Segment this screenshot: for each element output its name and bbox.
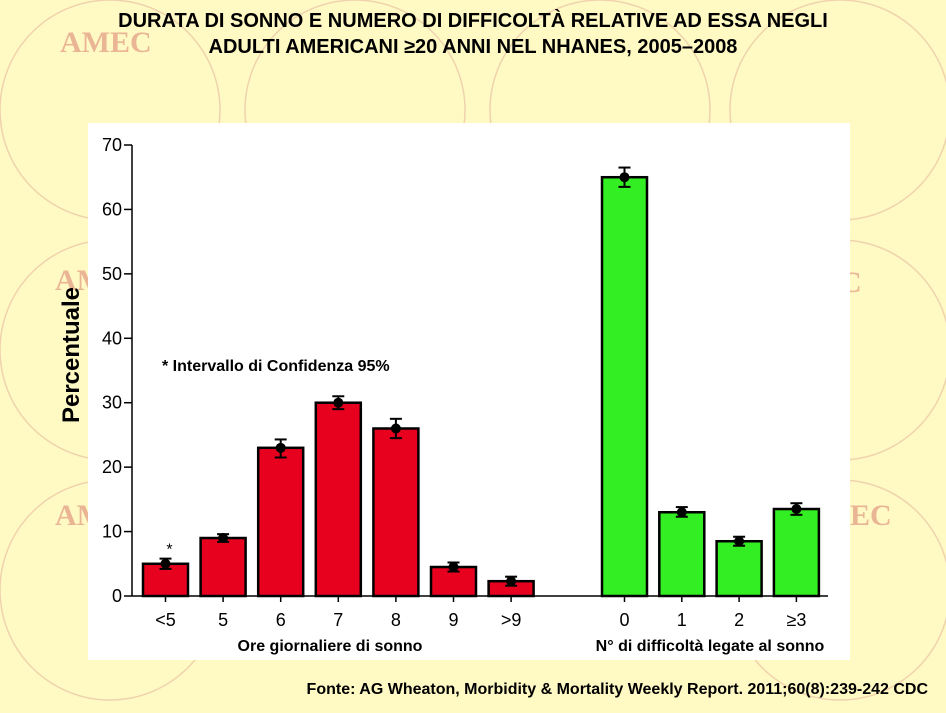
watermark-text-1: AMEC bbox=[60, 26, 152, 59]
x-axis-label-sleep-hours: Ore giornaliere di sonno bbox=[238, 638, 423, 655]
point-estimate-marker bbox=[734, 536, 745, 547]
x-tick-label: 6 bbox=[276, 610, 286, 630]
source-citation: Fonte: AG Wheaton, Morbidity & Mortality… bbox=[306, 681, 928, 698]
x-tick-label: 7 bbox=[333, 610, 343, 630]
y-tick-label: 70 bbox=[102, 135, 122, 155]
y-tick-label: 20 bbox=[102, 457, 122, 477]
asterisk-marker: * bbox=[166, 542, 172, 559]
point-estimate-marker bbox=[448, 562, 459, 573]
x-tick-label: >9 bbox=[501, 610, 522, 630]
point-estimate-marker bbox=[506, 576, 517, 587]
y-tick-label: 10 bbox=[102, 522, 122, 542]
y-tick-label: 30 bbox=[102, 393, 122, 413]
x-axis-label-difficulties: N° di difficoltà legate al sonno bbox=[596, 638, 825, 655]
x-tick-label: ≥3 bbox=[786, 610, 806, 630]
bar-sleep-hours-3 bbox=[314, 401, 363, 598]
y-tick-label: 60 bbox=[102, 199, 122, 219]
point-estimate-marker bbox=[160, 558, 171, 569]
x-tick-label: 0 bbox=[619, 610, 629, 630]
x-tick-label: 1 bbox=[677, 610, 687, 630]
bar-sleep-hours-1 bbox=[199, 536, 247, 598]
page-title: DURATA DI SONNO E NUMERO DI DIFFICOLTÀ R… bbox=[0, 8, 946, 60]
x-tick-label: 5 bbox=[218, 610, 228, 630]
bar-difficulties-1 bbox=[658, 510, 706, 598]
title-line-1: DURATA DI SONNO E NUMERO DI DIFFICOLTÀ R… bbox=[118, 10, 828, 32]
point-estimate-marker bbox=[390, 423, 401, 434]
x-tick-label: 8 bbox=[391, 610, 401, 630]
x-tick-label: 2 bbox=[734, 610, 744, 630]
title-line-2: ADULTI AMERICANI ≥20 ANNI NEL NHANES, 20… bbox=[208, 36, 738, 58]
y-axis-label: Percentuale bbox=[58, 286, 85, 424]
confidence-interval-note: * Intervallo di Confidenza 95% bbox=[162, 358, 390, 375]
y-tick-label: 50 bbox=[102, 264, 122, 284]
point-estimate-marker bbox=[676, 507, 687, 518]
x-tick-label: <5 bbox=[155, 610, 176, 630]
bar-sleep-hours-4 bbox=[372, 427, 420, 598]
y-tick-label: 40 bbox=[102, 328, 122, 348]
point-estimate-marker bbox=[333, 397, 344, 408]
bar-difficulties-2 bbox=[715, 539, 763, 598]
bar-difficulties-0 bbox=[600, 175, 649, 598]
point-estimate-marker bbox=[619, 172, 630, 183]
y-tick-label: 0 bbox=[112, 586, 122, 606]
point-estimate-marker bbox=[791, 504, 802, 515]
point-estimate-marker bbox=[218, 533, 229, 544]
bar-sleep-hours-2 bbox=[256, 446, 305, 598]
bar-difficulties-3 bbox=[772, 507, 821, 598]
x-tick-label: 9 bbox=[448, 610, 458, 630]
point-estimate-marker bbox=[275, 442, 286, 453]
